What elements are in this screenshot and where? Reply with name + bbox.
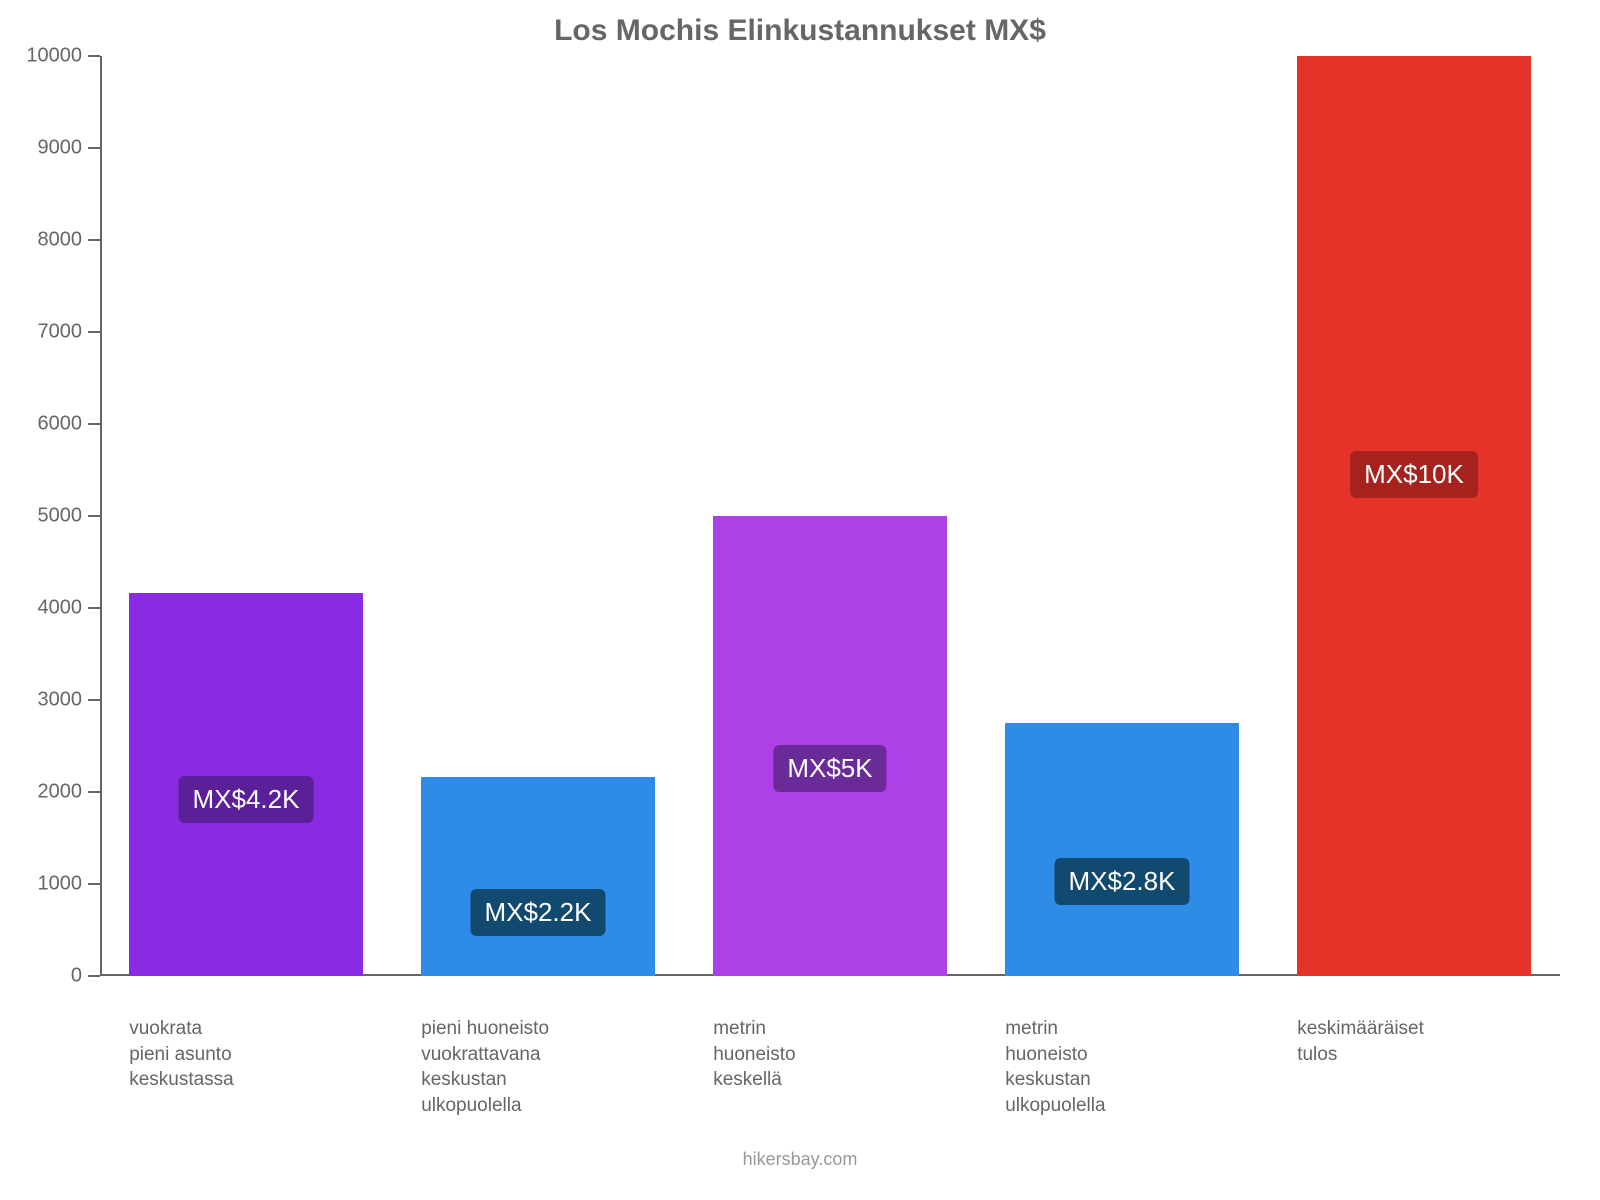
y-axis-line	[100, 56, 102, 976]
bar: MX$2.2K	[421, 777, 655, 976]
bar: MX$10K	[1297, 56, 1531, 976]
x-axis-category-label: pieni huoneistovuokrattavanakeskustanulk…	[421, 1016, 655, 1119]
x-axis-category-label: metrinhuoneistokeskellä	[713, 1016, 947, 1093]
value-badge: MX$5K	[773, 745, 886, 792]
y-axis-label: 1000	[38, 873, 101, 896]
y-axis-label: 10000	[26, 45, 100, 68]
y-axis-label: 6000	[38, 413, 101, 436]
value-badge: MX$10K	[1350, 451, 1478, 498]
y-axis-label: 3000	[38, 689, 101, 712]
x-axis-category-label: vuokratapieni asuntokeskustassa	[129, 1016, 363, 1093]
bar: MX$5K	[713, 516, 947, 976]
y-axis-label: 7000	[38, 321, 101, 344]
y-axis-label: 9000	[38, 137, 101, 160]
plot-area: 0100020003000400050006000700080009000100…	[100, 56, 1560, 976]
y-axis-label: 0	[71, 965, 100, 988]
y-axis-label: 5000	[38, 505, 101, 528]
attribution-text: hikersbay.com	[0, 1149, 1600, 1170]
chart-container: Los Mochis Elinkustannukset MX$ 01000200…	[0, 0, 1600, 1200]
value-badge: MX$4.2K	[179, 776, 314, 823]
x-axis-category-label: keskimääräisettulos	[1297, 1016, 1531, 1067]
bar: MX$2.8K	[1005, 723, 1239, 976]
chart-title: Los Mochis Elinkustannukset MX$	[0, 14, 1600, 48]
x-axis-category-label: metrinhuoneistokeskustanulkopuolella	[1005, 1016, 1239, 1119]
y-axis-label: 8000	[38, 229, 101, 252]
value-badge: MX$2.2K	[471, 889, 606, 936]
bar: MX$4.2K	[129, 593, 363, 976]
y-axis-label: 4000	[38, 597, 101, 620]
value-badge: MX$2.8K	[1055, 858, 1190, 905]
y-axis-label: 2000	[38, 781, 101, 804]
